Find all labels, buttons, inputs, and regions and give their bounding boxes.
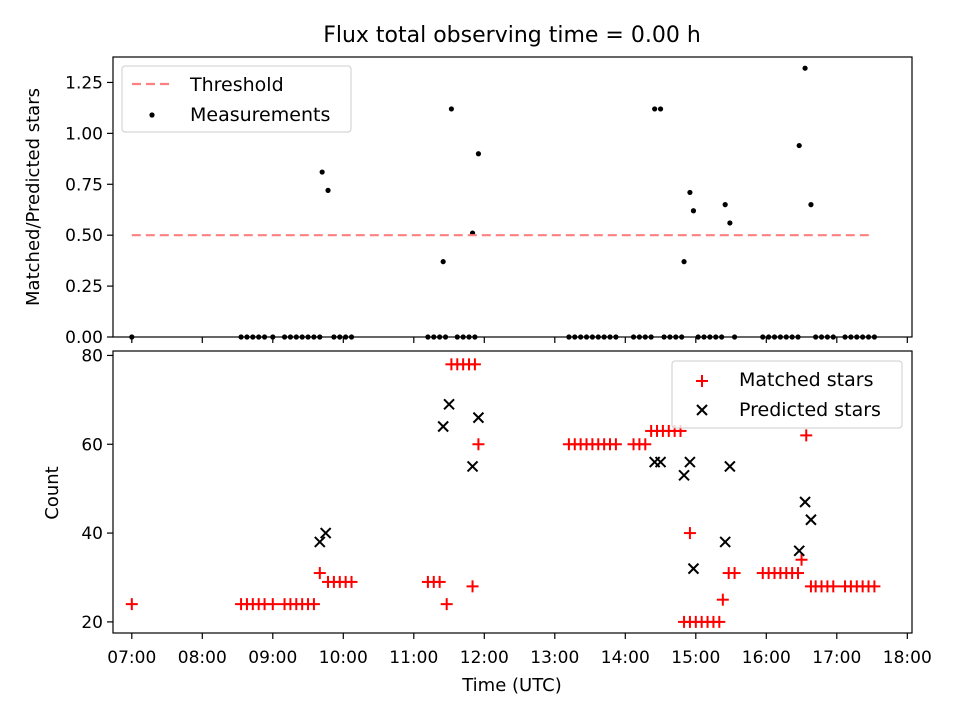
measurement-point: [687, 189, 693, 196]
matched-star-point: [472, 438, 485, 451]
predicted-star-point: [719, 536, 731, 548]
bottom-axes-frame: [112, 350, 913, 634]
matched-star-point: [683, 527, 696, 540]
bottom-y-tick-label: 40: [81, 524, 103, 544]
matched-star-point: [795, 553, 808, 566]
predicted-star-point: [793, 545, 805, 557]
legend-measurements-label: Measurements: [190, 104, 330, 126]
bottom-legend: Matched stars Predicted stars: [671, 360, 903, 429]
top-legend: Threshold Measurements: [121, 65, 352, 133]
figure-title: Flux total observing time = 0.00 h: [323, 23, 701, 48]
x-tick-label: 17:00: [812, 648, 861, 668]
matched-star-point: [307, 598, 320, 611]
measurement-point: [475, 151, 482, 157]
bottom-y-axis: 20 40 60 80: [81, 346, 113, 633]
measurement-point: [690, 208, 697, 214]
measurement-point: [681, 259, 687, 265]
top-y-axis: 0.00 0.25 0.50 0.75 1.00 1.25: [65, 73, 113, 348]
top-axes-frame: [112, 56, 913, 338]
matched-star-point: [800, 429, 813, 442]
x-tick-label: 16:00: [742, 648, 791, 668]
predicted-star-point: [466, 460, 479, 473]
legend-predicted-label: Predicted stars: [739, 399, 881, 421]
matched-star-point: [468, 358, 481, 371]
top-y-tick-label: 1.25: [65, 73, 103, 93]
legend-measurements-swatch: [149, 112, 155, 118]
measurement-point: [319, 169, 325, 175]
matched-star-point: [125, 598, 138, 611]
legend-predicted-swatch: [696, 404, 708, 416]
legend-matched-swatch: [696, 375, 708, 387]
matched-star-point: [728, 567, 741, 580]
predicted-star-point: [805, 514, 817, 526]
matched-star-point: [440, 598, 453, 611]
top-y-tick-label: 0.75: [65, 175, 103, 195]
x-tick-label: 14:00: [601, 648, 650, 668]
bottom-x-axis: 07:00 08:00 09:00 10:00 11:00 12:00 13:00 14:00…: [107, 633, 932, 668]
legend-matched-label: Matched stars: [739, 369, 873, 391]
x-tick-label: 11:00: [389, 648, 438, 668]
bottom-panel: 20 40 60 80 07:00 08:00 09:00 10:00 11:00 12:00 1…: [42, 346, 932, 696]
matched-star-point: [313, 567, 326, 580]
matched-star-point: [609, 438, 622, 451]
predicted-star-point: [443, 398, 455, 410]
x-tick-label: 09:00: [248, 648, 297, 668]
top-y-axis-label: Matched/Predicted stars: [23, 88, 44, 306]
measurement-point: [808, 202, 814, 208]
predicted-star-point: [687, 562, 700, 575]
x-tick-label: 13:00: [530, 648, 579, 668]
x-tick-label: 07:00: [107, 648, 156, 668]
matched-star-point: [639, 438, 652, 451]
matched-star-point: [792, 567, 805, 580]
predicted-star-point: [437, 420, 449, 433]
top-legend-box: [121, 65, 352, 133]
measurement-point: [722, 202, 728, 208]
measurement-point: [325, 187, 331, 193]
matched-star-point: [827, 580, 840, 593]
predicted-star-point: [684, 456, 696, 468]
x-tick-label: 08:00: [178, 648, 227, 668]
predicted-star-point: [678, 469, 690, 482]
x-tick-label: 15:00: [671, 648, 720, 668]
bottom-legend-box: [671, 360, 903, 429]
bottom-y-tick-label: 20: [81, 613, 103, 633]
matched-star-point: [345, 575, 358, 588]
predicted-star-point: [799, 496, 811, 508]
x-tick-label: 12:00: [460, 648, 509, 668]
matched-star-point: [713, 615, 726, 628]
matched-star-point: [466, 580, 479, 593]
bottom-count-points: [125, 358, 881, 628]
x-tick-label: 10:00: [319, 648, 368, 668]
matched-star-point: [266, 598, 279, 611]
matched-star-point: [433, 575, 446, 588]
x-axis-label: Time (UTC): [461, 675, 562, 696]
top-y-tick-label: 0.25: [65, 277, 103, 297]
matched-star-point: [868, 580, 881, 593]
top-y-tick-label: 0.00: [65, 328, 103, 348]
matched-star-point: [716, 593, 729, 606]
measurement-point: [440, 259, 446, 265]
measurement-point: [802, 65, 808, 71]
measurement-point: [448, 106, 454, 112]
top-y-tick-label: 1.00: [65, 124, 103, 144]
predicted-star-point: [654, 456, 667, 468]
top-x-axis: [131, 337, 908, 343]
predicted-star-point: [319, 527, 332, 539]
measurement-point: [727, 220, 733, 226]
bottom-y-axis-label: Count: [42, 466, 63, 519]
bottom-y-tick-label: 80: [81, 346, 103, 366]
legend-threshold-label: Threshold: [189, 74, 284, 96]
predicted-star-point: [724, 460, 736, 473]
x-tick-label: 18:00: [883, 648, 932, 668]
measurement-point: [652, 106, 658, 112]
measurement-point: [657, 106, 664, 112]
top-panel: 0.00 0.25 0.50 0.75 1.00 1.25 Matched/Predict…: [23, 56, 913, 348]
bottom-y-tick-label: 60: [81, 435, 103, 455]
measurement-point: [796, 142, 802, 149]
predicted-star-point: [314, 536, 326, 548]
predicted-star-point: [472, 411, 485, 424]
top-y-tick-label: 0.50: [65, 226, 103, 246]
